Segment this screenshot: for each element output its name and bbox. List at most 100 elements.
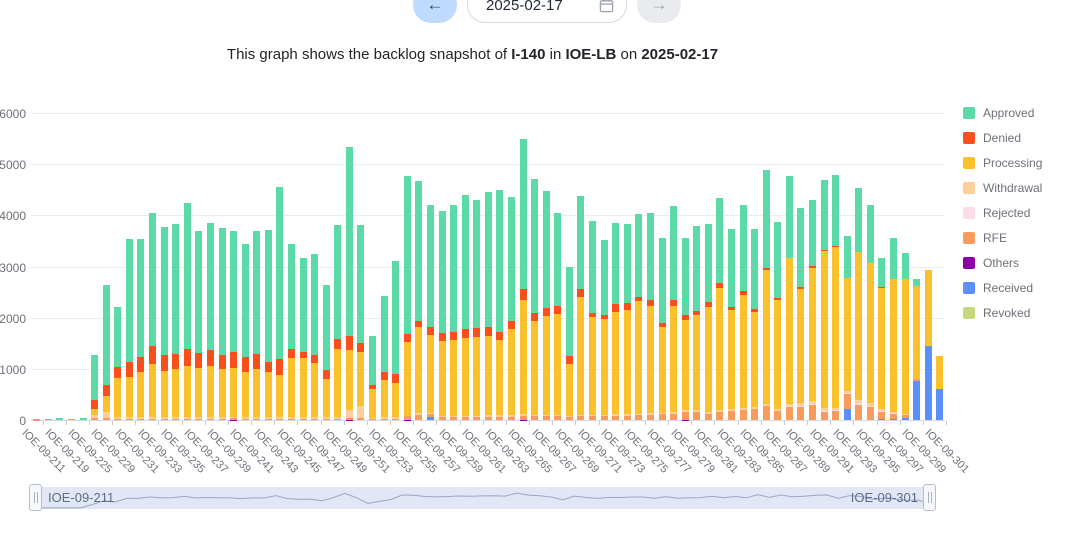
bar-stack[interactable] (415, 181, 423, 420)
bar-stack[interactable] (172, 224, 180, 420)
bar-segment-denied (369, 385, 377, 389)
bar-stack[interactable] (334, 224, 342, 420)
bar-stack[interactable] (149, 212, 157, 420)
bar-stack[interactable] (276, 186, 284, 420)
bar-stack[interactable] (380, 296, 388, 420)
bar-stack[interactable] (890, 238, 898, 420)
bar-stack[interactable] (901, 252, 909, 420)
bar-stack[interactable] (612, 222, 620, 420)
bar-stack[interactable] (299, 258, 307, 420)
bar-stack[interactable] (913, 278, 921, 420)
bar-stack[interactable] (125, 239, 133, 420)
bar-stack[interactable] (577, 196, 585, 420)
bar-stack[interactable] (739, 205, 747, 420)
bar-stack[interactable] (727, 228, 735, 420)
bar-segment-processing (334, 349, 342, 418)
bar-stack[interactable] (565, 267, 573, 420)
legend-item-rfe[interactable]: RFE (963, 231, 1042, 245)
bar-stack[interactable] (438, 211, 446, 420)
bar-stack[interactable] (704, 224, 712, 420)
previous-date-button[interactable]: ← (413, 0, 457, 23)
bar-stack[interactable] (693, 226, 701, 420)
bar-stack[interactable] (195, 230, 203, 420)
datazoom-left-handle[interactable] (29, 484, 42, 511)
datazoom-track[interactable] (35, 487, 930, 509)
bar-stack[interactable] (450, 204, 458, 420)
bar-stack[interactable] (820, 180, 828, 420)
bar-stack[interactable] (392, 261, 400, 420)
bar-stack[interactable] (183, 202, 191, 420)
bar-stack[interactable] (878, 258, 886, 420)
bar-segment-withdrawal (890, 411, 898, 414)
bar-stack[interactable] (809, 199, 817, 420)
bar-stack[interactable] (681, 238, 689, 420)
legend-item-rejected[interactable]: Rejected (963, 206, 1042, 220)
bar-stack[interactable] (33, 419, 41, 420)
bar-stack[interactable] (554, 213, 562, 420)
bar-segment-processing (195, 368, 203, 418)
calendar-icon[interactable] (599, 0, 614, 13)
bar-stack[interactable] (843, 236, 851, 420)
legend-item-others[interactable]: Others (963, 256, 1042, 270)
bar-stack[interactable] (670, 205, 678, 420)
legend-item-revoked[interactable]: Revoked (963, 306, 1042, 320)
bar-stack[interactable] (137, 239, 145, 420)
date-input[interactable] (484, 0, 588, 15)
bar-stack[interactable] (855, 188, 863, 420)
bar-stack[interactable] (832, 174, 840, 420)
legend-item-received[interactable]: Received (963, 281, 1042, 295)
bar-stack[interactable] (589, 221, 597, 420)
bar-stack[interactable] (785, 175, 793, 420)
bar-stack[interactable] (461, 194, 469, 420)
bar-stack[interactable] (241, 243, 249, 420)
bar-stack[interactable] (44, 418, 52, 420)
bar-stack[interactable] (206, 223, 214, 420)
bar-stack[interactable] (623, 223, 631, 420)
bar-stack[interactable] (646, 212, 654, 420)
bar-stack[interactable] (866, 205, 874, 420)
bar-stack[interactable] (322, 284, 330, 420)
bar-stack[interactable] (230, 230, 238, 420)
bar-stack[interactable] (774, 222, 782, 420)
bar-stack[interactable] (311, 253, 319, 420)
bar-stack[interactable] (600, 239, 608, 420)
bar-stack[interactable] (160, 227, 168, 420)
bar-stack[interactable] (369, 335, 377, 420)
bar-stack[interactable] (68, 418, 76, 420)
bar-stack[interactable] (403, 175, 411, 420)
bar-stack[interactable] (924, 269, 932, 420)
bar-stack[interactable] (426, 204, 434, 420)
legend-item-withdrawal[interactable]: Withdrawal (963, 181, 1042, 195)
bar-stack[interactable] (218, 228, 226, 420)
bar-stack[interactable] (56, 418, 64, 420)
bar-stack[interactable] (357, 224, 365, 420)
bar-stack[interactable] (751, 228, 759, 420)
bar-stack[interactable] (658, 238, 666, 420)
bar-stack[interactable] (264, 230, 272, 420)
bar-stack[interactable] (102, 285, 110, 420)
legend-item-denied[interactable]: Denied (963, 131, 1042, 145)
bar-stack[interactable] (797, 207, 805, 420)
bar-stack[interactable] (288, 243, 295, 420)
bar-stack[interactable] (79, 418, 87, 420)
bar-stack[interactable] (716, 197, 724, 420)
legend-item-processing[interactable]: Processing (963, 156, 1042, 170)
bar-stack[interactable] (114, 307, 122, 420)
bar-segment-rfe (554, 416, 562, 420)
legend-item-approved[interactable]: Approved (963, 106, 1042, 120)
next-date-button[interactable]: → (637, 0, 681, 23)
bar-stack[interactable] (542, 190, 550, 420)
bar-stack[interactable] (635, 213, 643, 420)
bar-stack[interactable] (484, 192, 492, 420)
bar-stack[interactable] (519, 138, 527, 420)
bar-stack[interactable] (345, 146, 353, 420)
bar-stack[interactable] (762, 169, 770, 420)
datazoom-right-handle[interactable] (923, 484, 936, 511)
bar-stack[interactable] (91, 355, 99, 420)
bar-stack[interactable] (473, 200, 481, 420)
bar-stack[interactable] (507, 197, 515, 420)
bar-stack[interactable] (253, 230, 261, 420)
bar-stack[interactable] (531, 178, 539, 420)
bar-stack[interactable] (936, 355, 944, 420)
bar-stack[interactable] (496, 189, 504, 420)
